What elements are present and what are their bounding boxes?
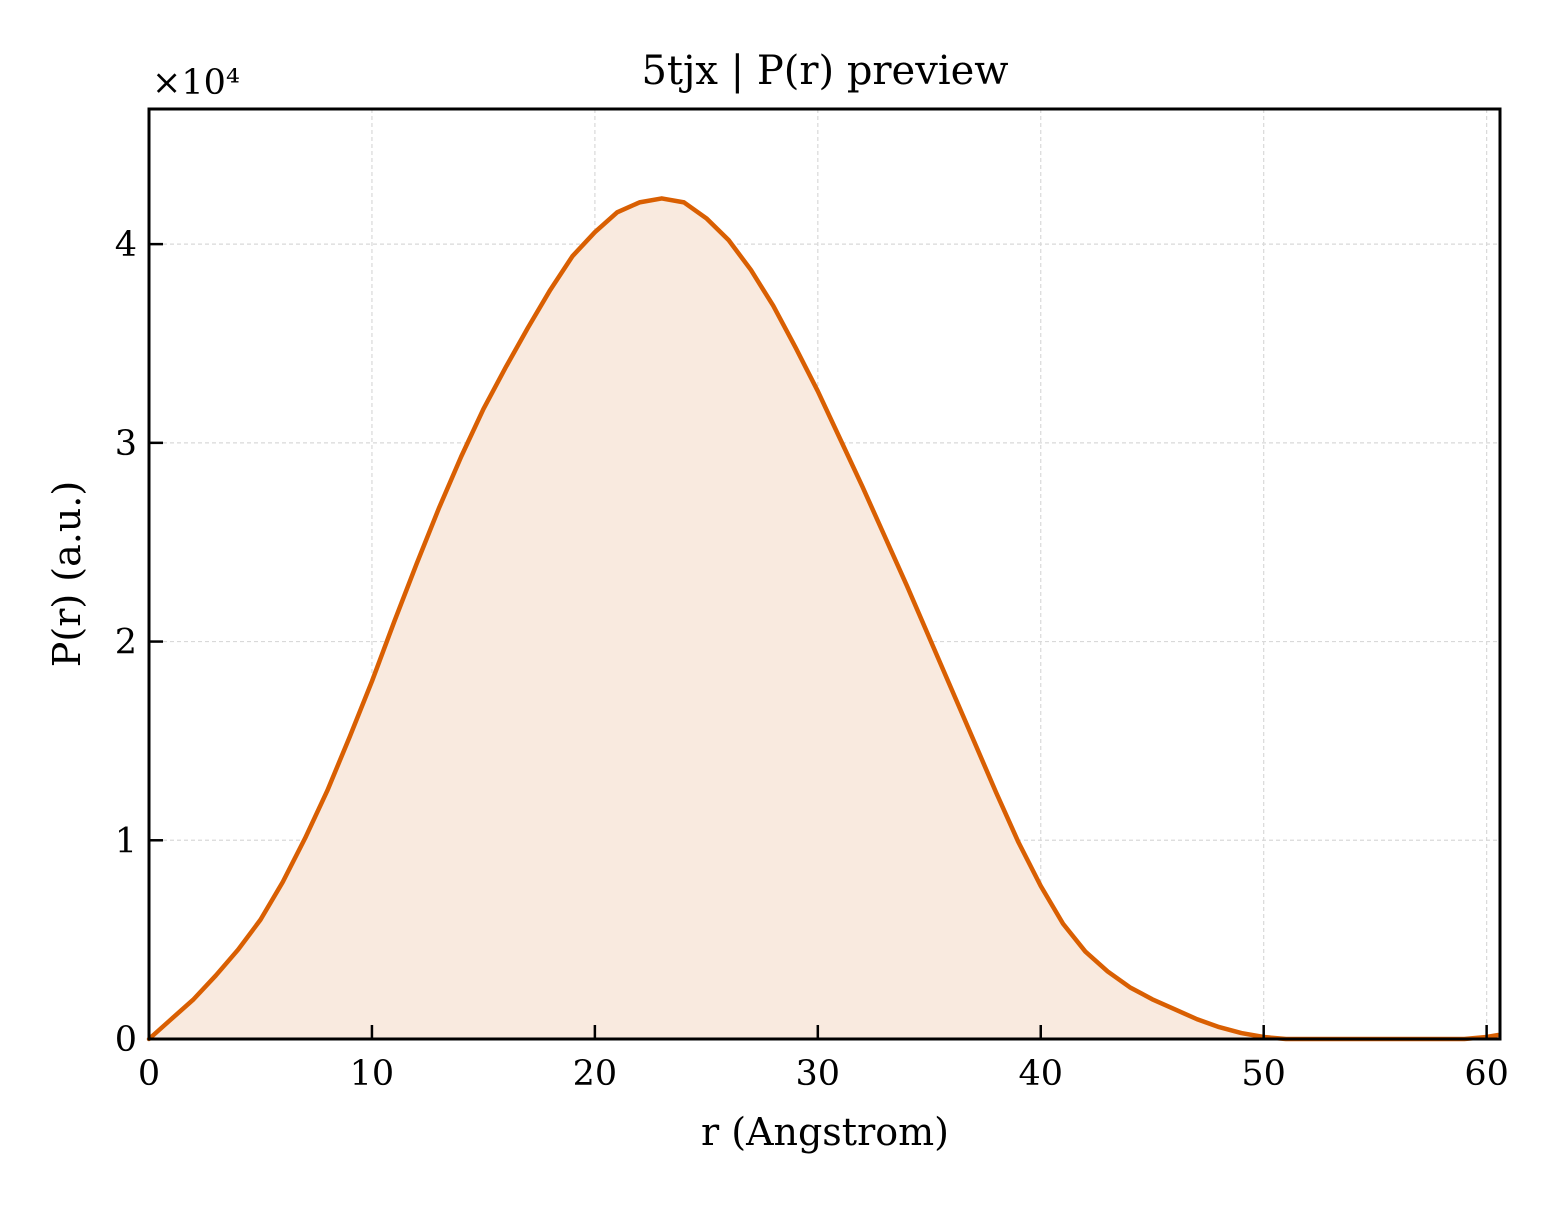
y-tick-label: 1 (115, 821, 137, 861)
chart-title: 5tjx | P(r) preview (641, 48, 1008, 94)
x-tick-label: 0 (138, 1054, 160, 1094)
y-axis-scale-label: ×10⁴ (152, 63, 240, 103)
y-tick-label: 3 (115, 424, 137, 464)
x-tick-label: 40 (1018, 1054, 1063, 1094)
x-axis-label: r (Angstrom) (701, 1110, 949, 1154)
y-tick-label: 2 (115, 623, 137, 663)
y-axis-label: P(r) (a.u.) (45, 481, 89, 667)
x-tick-label: 10 (350, 1054, 395, 1094)
x-tick-label: 50 (1241, 1054, 1286, 1094)
x-tick-label: 30 (796, 1054, 841, 1094)
x-tick-label: 60 (1464, 1054, 1509, 1094)
plot-frame (147, 107, 1502, 1041)
y-tick-label: 4 (115, 225, 137, 265)
y-tick-label: 0 (115, 1020, 137, 1060)
x-tick-label: 20 (573, 1054, 618, 1094)
area-fill (149, 198, 1498, 1040)
axis-ticks: 0 10 20 30 40 50 60 0 1 2 3 4 (115, 225, 1509, 1094)
